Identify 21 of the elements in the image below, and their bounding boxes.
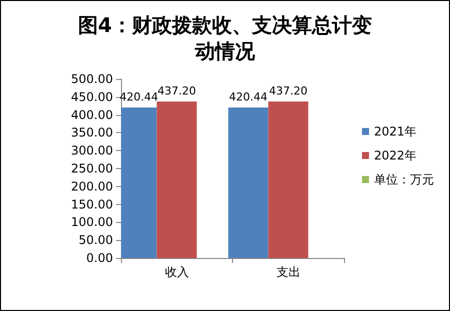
data-label: 420.44 (120, 90, 158, 104)
legend-label: 单位：万元 (374, 172, 434, 186)
y-tick-label: 250.00 (71, 162, 113, 176)
data-label: 437.20 (158, 84, 196, 98)
legend-label: 2021年 (374, 124, 417, 138)
y-tick-label: 100.00 (71, 215, 113, 230)
data-label: 420.44 (229, 90, 268, 104)
y-tick-label: 0.00 (86, 251, 113, 265)
y-tick-label: 50.00 (78, 233, 113, 248)
y-tick-label: 450.00 (71, 90, 113, 104)
x-tick-label: 收入 (164, 265, 189, 279)
data-label: 437.20 (269, 84, 308, 98)
chart-title: 图4：财政拨款收、支决算总计变动情况 (78, 13, 372, 63)
y-tick-label: 500.00 (71, 72, 113, 86)
y-tick-label: 150.00 (71, 197, 113, 212)
x-tick-label: 支出 (276, 265, 300, 279)
y-tick-label: 200.00 (71, 179, 113, 194)
y-tick-label: 400.00 (71, 108, 113, 122)
legend-label: 2022年 (374, 148, 417, 162)
y-tick-label: 350.00 (71, 126, 113, 140)
y-tick-label: 300.00 (71, 144, 113, 158)
